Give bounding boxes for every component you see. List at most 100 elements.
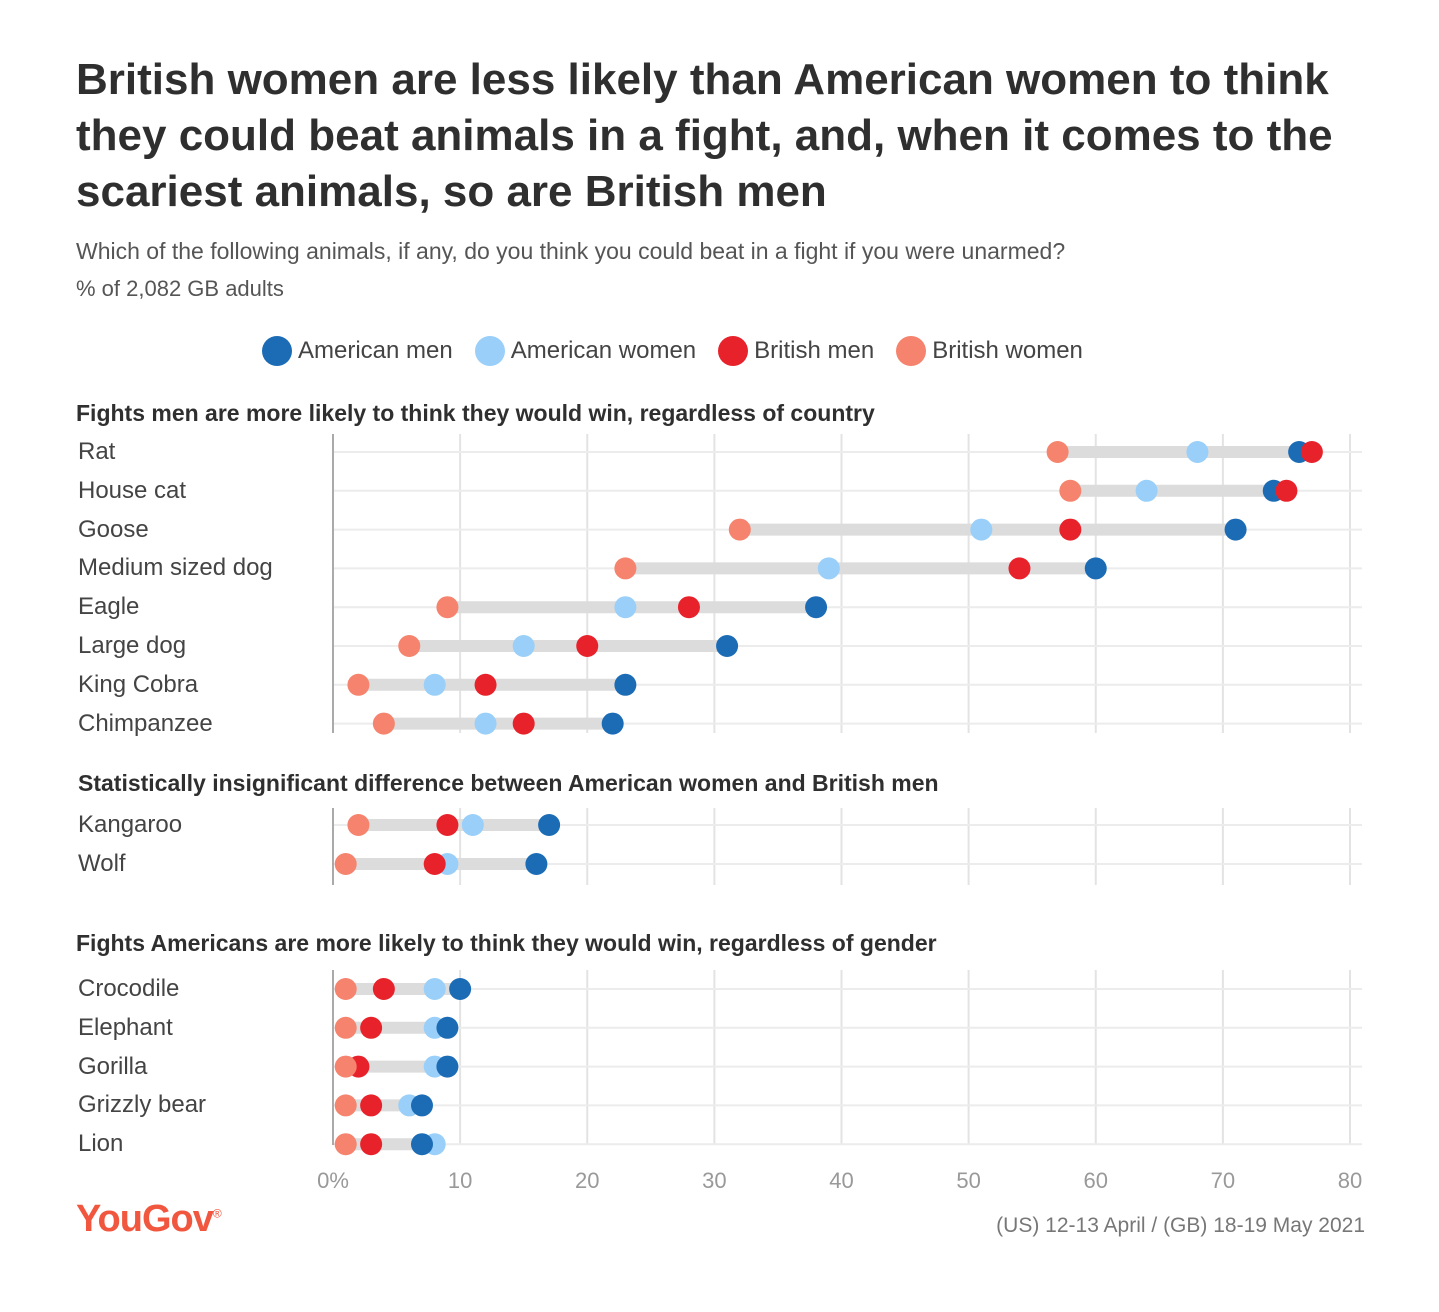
- legend-item-american-men: American men: [262, 336, 453, 366]
- legend-label: British men: [754, 337, 875, 364]
- x-tick-label: 60: [1084, 1168, 1108, 1193]
- legend-swatch: [262, 336, 292, 366]
- dot-american-men: [1084, 557, 1107, 580]
- legend-label: American men: [298, 337, 453, 364]
- row-label-lion: Lion: [78, 1130, 124, 1158]
- dot-british-women: [436, 596, 459, 619]
- dot-british-women: [1059, 479, 1082, 502]
- dot-british-men: [423, 853, 446, 875]
- row-label-gorilla: Gorilla: [78, 1052, 148, 1080]
- section-title-men-win: Fights men are more likely to think they…: [76, 400, 875, 426]
- dot-british-women: [728, 518, 751, 541]
- dot-british-men: [1300, 441, 1323, 463]
- dot-british-men: [372, 978, 395, 1000]
- legend-swatch: [474, 336, 505, 366]
- dot-american-men: [601, 712, 624, 735]
- dot-british-women: [347, 814, 370, 836]
- dot-american-women: [423, 978, 446, 1000]
- legend-item-american-women: American women: [474, 336, 697, 366]
- dot-british-men: [474, 673, 497, 696]
- dot-british-men: [1008, 557, 1031, 580]
- dot-american-men: [1224, 518, 1247, 541]
- row-label-house-cat: House cat: [78, 476, 187, 504]
- dot-british-women: [334, 1016, 357, 1039]
- dot-american-women: [970, 518, 993, 541]
- dot-british-women: [334, 853, 357, 875]
- dot-british-women: [334, 1133, 357, 1156]
- legend: American men American women British men …: [262, 334, 1105, 368]
- section-title-insignificant: Statistically insignificant difference b…: [78, 770, 939, 796]
- dot-american-men: [410, 1133, 433, 1156]
- dot-american-women: [461, 814, 484, 836]
- dot-american-women: [817, 557, 840, 580]
- dot-british-men: [360, 1016, 383, 1039]
- row-label-kangaroo: Kangaroo: [78, 811, 183, 838]
- dot-british-men: [1059, 518, 1082, 541]
- legend-label: British women: [932, 337, 1083, 364]
- x-tick-label: 0%: [317, 1168, 349, 1193]
- dot-american-women: [512, 635, 535, 657]
- x-tick-label: 40: [829, 1168, 853, 1193]
- row-label-king-cobra: King Cobra: [78, 670, 199, 698]
- dot-british-women: [372, 712, 395, 735]
- row-label-eagle: Eagle: [78, 593, 140, 621]
- dot-british-men: [576, 635, 599, 657]
- dot-british-women: [334, 978, 357, 1000]
- dot-american-women: [1135, 479, 1158, 502]
- dot-british-men: [360, 1133, 383, 1156]
- dot-british-women: [334, 1094, 357, 1117]
- section-title-americans-win: Fights Americans are more likely to thin…: [76, 930, 937, 956]
- dot-american-men: [449, 978, 472, 1000]
- dot-american-men: [410, 1094, 433, 1117]
- dot-american-men: [805, 596, 828, 619]
- dot-american-men: [525, 853, 548, 875]
- dot-american-women: [423, 673, 446, 696]
- x-tick-label: 20: [575, 1168, 599, 1193]
- dot-american-men: [716, 635, 739, 657]
- row-label-crocodile: Crocodile: [78, 975, 180, 1002]
- x-tick-label: 50: [956, 1168, 980, 1193]
- logo-text: YouGov: [76, 1198, 214, 1240]
- dot-british-women: [398, 635, 421, 657]
- dot-british-men: [512, 712, 535, 735]
- chart-subtitle: Which of the following animals, if any, …: [76, 238, 1066, 264]
- legend-item-british-men: British men: [718, 336, 874, 366]
- dot-american-women: [474, 712, 497, 735]
- row-label-grizzly-bear: Grizzly bear: [78, 1091, 207, 1119]
- row-label-wolf: Wolf: [78, 850, 126, 877]
- x-tick-label: 30: [702, 1168, 726, 1193]
- registered-mark: ®: [212, 1206, 222, 1221]
- legend-label: American women: [510, 337, 697, 364]
- dot-american-men: [436, 1055, 459, 1078]
- dot-american-men: [614, 673, 637, 696]
- dot-american-men: [538, 814, 561, 836]
- sample-note: % of 2,082 GB adults: [76, 276, 284, 301]
- legend-item-british-women: British women: [896, 336, 1083, 366]
- yougov-logo: YouGov®: [76, 1198, 222, 1241]
- dot-british-women: [334, 1055, 357, 1078]
- row-label-elephant: Elephant: [78, 1013, 173, 1041]
- legend-swatch: [896, 336, 927, 366]
- source-dates: (US) 12-13 April / (GB) 18-19 May 2021: [996, 1214, 1365, 1237]
- row-label-medium-sized-dog: Medium sized dog: [78, 554, 273, 582]
- dot-british-women: [1046, 441, 1069, 463]
- dot-british-women: [614, 557, 637, 580]
- dot-american-women: [1186, 441, 1209, 463]
- chart-title: British women are less likely than Ameri…: [76, 55, 1333, 216]
- x-tick-label: 10: [448, 1168, 472, 1193]
- dot-american-women: [614, 596, 637, 619]
- dot-american-men: [436, 1016, 459, 1039]
- dot-british-men: [677, 596, 700, 619]
- dot-british-women: [347, 673, 370, 696]
- dot-british-men: [1275, 479, 1298, 502]
- x-tick-label: 70: [1211, 1168, 1235, 1193]
- legend-swatch: [718, 336, 749, 366]
- dot-british-men: [436, 814, 459, 836]
- dot-british-men: [360, 1094, 383, 1117]
- row-label-chimpanzee: Chimpanzee: [78, 709, 213, 737]
- row-label-rat: Rat: [78, 438, 116, 465]
- x-tick-label: 80: [1338, 1168, 1362, 1193]
- row-label-large-dog: Large dog: [78, 632, 187, 659]
- row-label-goose: Goose: [78, 515, 149, 543]
